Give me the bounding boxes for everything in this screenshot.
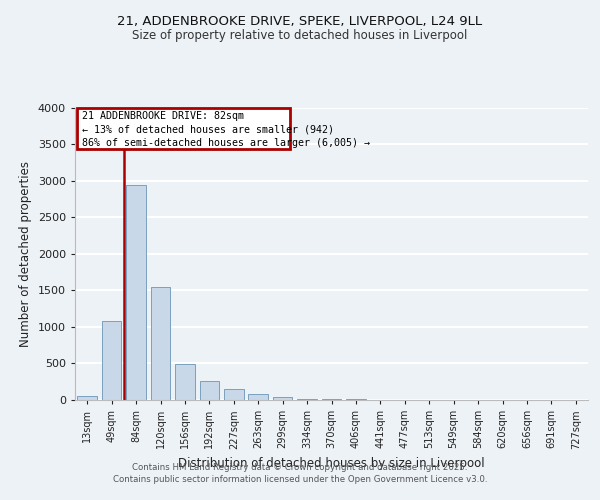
Bar [200,380,219,400]
Text: 21, ADDENBROOKE DRIVE, SPEKE, LIVERPOOL, L24 9LL: 21, ADDENBROOKE DRIVE, SPEKE, LIVERPOOL,… [118,15,482,28]
Bar [322,399,341,400]
Y-axis label: Number of detached properties: Number of detached properties [19,161,32,347]
Text: Size of property relative to detached houses in Liverpool: Size of property relative to detached ho… [133,29,467,42]
Bar [127,185,146,400]
Text: Contains public sector information licensed under the Open Government Licence v3: Contains public sector information licen… [113,475,487,484]
X-axis label: Distribution of detached houses by size in Liverpool: Distribution of detached houses by size … [178,457,485,470]
Bar [248,394,268,400]
Text: 86% of semi-detached houses are larger (6,005) →: 86% of semi-detached houses are larger (… [82,138,370,148]
Bar [297,398,317,400]
Text: Contains HM Land Registry data © Crown copyright and database right 2025.: Contains HM Land Registry data © Crown c… [132,462,468,471]
Text: 21 ADDENBROOKE DRIVE: 82sqm: 21 ADDENBROOKE DRIVE: 82sqm [82,111,244,121]
Bar [273,397,292,400]
FancyBboxPatch shape [77,108,290,149]
Bar [224,388,244,400]
Bar [77,396,97,400]
Bar [102,321,121,400]
Text: ← 13% of detached houses are smaller (942): ← 13% of detached houses are smaller (94… [82,124,334,134]
Bar [175,364,194,400]
Bar [151,288,170,400]
